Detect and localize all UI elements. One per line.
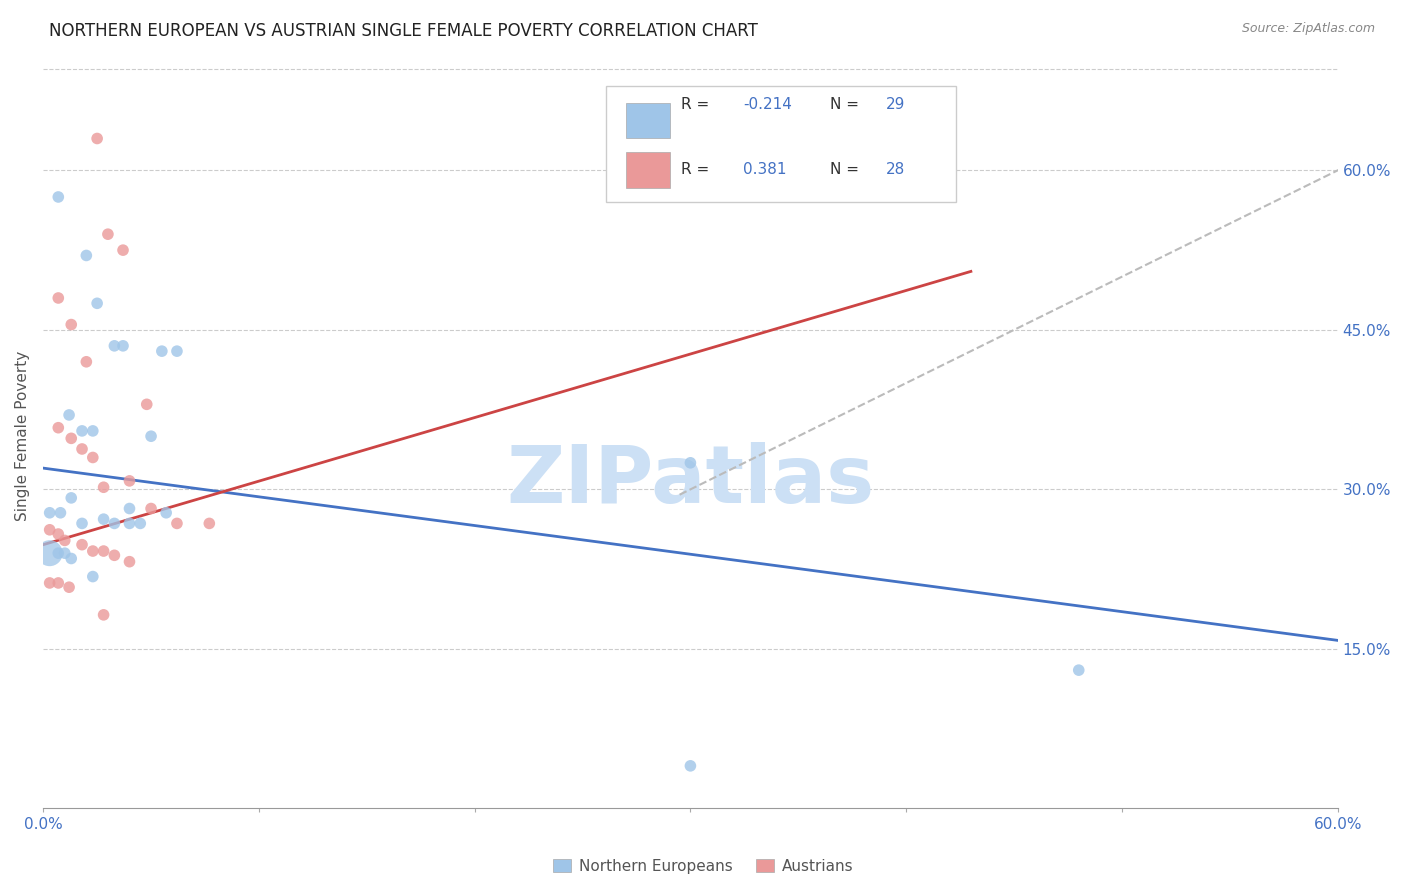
Point — [75, 248, 97, 262]
Point — [70, 516, 93, 531]
Text: 0.381: 0.381 — [744, 162, 787, 178]
Point — [82, 569, 104, 583]
Point — [46, 546, 69, 560]
Point — [60, 491, 83, 505]
Point — [46, 291, 69, 305]
Point — [53, 533, 76, 548]
Point — [93, 607, 115, 622]
Text: N =: N = — [830, 162, 865, 178]
Point — [166, 516, 188, 531]
Point — [82, 424, 104, 438]
Text: Source: ZipAtlas.com: Source: ZipAtlas.com — [1241, 22, 1375, 36]
Point — [60, 318, 83, 332]
Text: R =: R = — [682, 162, 720, 178]
Point — [58, 408, 80, 422]
Text: R =: R = — [682, 97, 714, 112]
FancyBboxPatch shape — [626, 152, 669, 187]
Point — [103, 339, 125, 353]
Point — [139, 501, 162, 516]
Point — [75, 355, 97, 369]
FancyBboxPatch shape — [606, 87, 956, 202]
Point — [38, 506, 60, 520]
Text: 28: 28 — [886, 162, 905, 178]
Point — [93, 512, 115, 526]
Point — [70, 538, 93, 552]
Point — [155, 506, 177, 520]
Point — [129, 516, 152, 531]
Point — [93, 544, 115, 558]
Point — [118, 555, 141, 569]
Text: NORTHERN EUROPEAN VS AUSTRIAN SINGLE FEMALE POVERTY CORRELATION CHART: NORTHERN EUROPEAN VS AUSTRIAN SINGLE FEM… — [49, 22, 758, 40]
Point — [60, 431, 83, 445]
Point — [46, 576, 69, 591]
Point — [86, 131, 108, 145]
Text: 29: 29 — [886, 97, 905, 112]
Point — [111, 243, 134, 257]
Point — [166, 344, 188, 359]
Text: -0.214: -0.214 — [744, 97, 793, 112]
Point — [93, 480, 115, 494]
Point — [38, 523, 60, 537]
Point — [198, 516, 221, 531]
Text: N =: N = — [830, 97, 865, 112]
Point — [70, 442, 93, 456]
Point — [82, 544, 104, 558]
Point — [118, 474, 141, 488]
Point — [82, 450, 104, 465]
Point — [118, 516, 141, 531]
Point — [58, 580, 80, 594]
Point — [679, 456, 702, 470]
Point — [53, 546, 76, 560]
Point — [103, 516, 125, 531]
Text: ZIPatlas: ZIPatlas — [506, 442, 875, 520]
Point — [97, 227, 120, 242]
Point — [150, 344, 173, 359]
Point — [111, 339, 134, 353]
Point — [118, 501, 141, 516]
Point — [70, 424, 93, 438]
Point — [135, 397, 157, 411]
Point — [46, 190, 69, 204]
Point — [49, 506, 72, 520]
Y-axis label: Single Female Poverty: Single Female Poverty — [15, 351, 30, 521]
Point — [86, 296, 108, 310]
Legend: Northern Europeans, Austrians: Northern Europeans, Austrians — [547, 853, 859, 880]
Point — [46, 527, 69, 541]
Point — [46, 420, 69, 434]
Point — [103, 549, 125, 563]
Point — [679, 759, 702, 773]
Point — [38, 576, 60, 591]
Point — [139, 429, 162, 443]
Point — [38, 546, 60, 560]
Point — [60, 551, 83, 566]
FancyBboxPatch shape — [626, 103, 669, 138]
Point — [1067, 663, 1090, 677]
